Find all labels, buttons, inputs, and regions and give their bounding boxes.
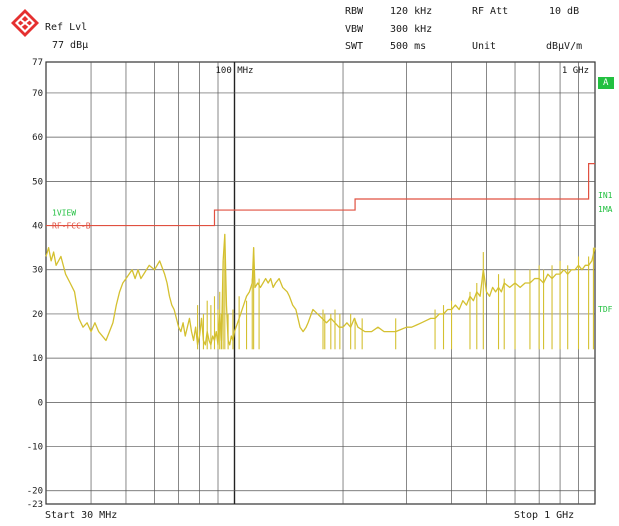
ref-level-value: 77 dBµ <box>52 40 89 51</box>
trace-annotation: RF-FCC-B <box>52 222 91 231</box>
rf-att-label: RF Att <box>472 6 509 17</box>
inb-label: 1MA <box>598 205 613 214</box>
trace-annotation: 1VIEW <box>52 208 76 217</box>
y-tick-label: 40 <box>32 222 43 232</box>
plot-frame <box>45 61 596 505</box>
swt-value: 500 ms <box>390 41 427 52</box>
y-tick-label: 30 <box>32 266 43 276</box>
limit-line <box>46 163 595 227</box>
stop-frequency-label: Stop 1 GHz <box>514 510 575 521</box>
trace-mode-badge <box>598 77 614 89</box>
swt-label: SWT <box>345 41 364 52</box>
rbw-label: RBW <box>345 6 364 17</box>
unit-value: dBµV/m <box>546 41 583 52</box>
vbw-value: 300 kHz <box>390 24 433 35</box>
y-tick-label: 50 <box>32 177 43 187</box>
in1-label: IN1 <box>598 191 613 200</box>
y-tick-label: 70 <box>32 89 43 99</box>
x-tick-label: 1 GHz <box>562 66 589 76</box>
vbw-label: VBW <box>345 24 364 35</box>
trace-line <box>45 233 596 346</box>
y-tick-label: 10 <box>32 354 43 364</box>
ref-level-label: Ref Lvl <box>45 22 88 33</box>
y-tick-label: 20 <box>32 310 43 320</box>
rf-att-value: 10 dB <box>549 6 580 17</box>
y-tick-label: -20 <box>27 487 43 497</box>
y-tick-label: -10 <box>27 443 43 453</box>
y-tick-label: -23 <box>27 500 43 510</box>
rohde-schwarz-logo-icon <box>11 9 39 37</box>
start-frequency-label: Start 30 MHz <box>45 510 118 521</box>
trace-mode-label: A <box>603 78 609 88</box>
y-tick-label: 77 <box>32 58 43 68</box>
tdf-label: TDF <box>598 305 613 314</box>
unit-label: Unit <box>472 41 497 52</box>
y-tick-label: 0 <box>38 398 43 408</box>
y-tick-label: 60 <box>32 133 43 143</box>
rbw-value: 120 kHz <box>390 6 433 17</box>
vertical-gridlines <box>90 62 579 504</box>
x-tick-label: 100 MHz <box>216 66 254 76</box>
